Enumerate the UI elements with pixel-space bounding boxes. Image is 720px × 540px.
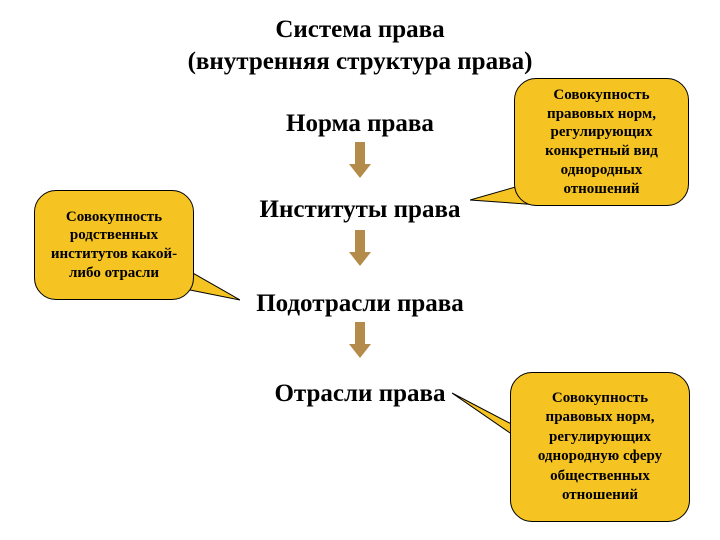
bubble-top-right-text: Совокупность правовых норм, регулирующих… [523,86,680,199]
bubble-left-text: Совокупность родственных институтов како… [43,208,185,283]
title-line1: Система права [0,16,720,44]
diagram-canvas: Система права (внутренняя структура прав… [0,0,720,540]
title-line2: (внутренняя структура права) [0,48,720,76]
bubble-bottom-right: Совокупность правовых норм, регулирующих… [510,372,690,522]
arrow-down-2 [349,230,371,266]
bubble-left: Совокупность родственных институтов како… [34,190,194,300]
bubble-bottom-right-text: Совокупность правовых норм, регулирующих… [519,389,681,506]
arrow-down-1 [349,142,371,178]
bubble-top-right: Совокупность правовых норм, регулирующих… [514,78,689,206]
arrow-down-3 [349,322,371,358]
